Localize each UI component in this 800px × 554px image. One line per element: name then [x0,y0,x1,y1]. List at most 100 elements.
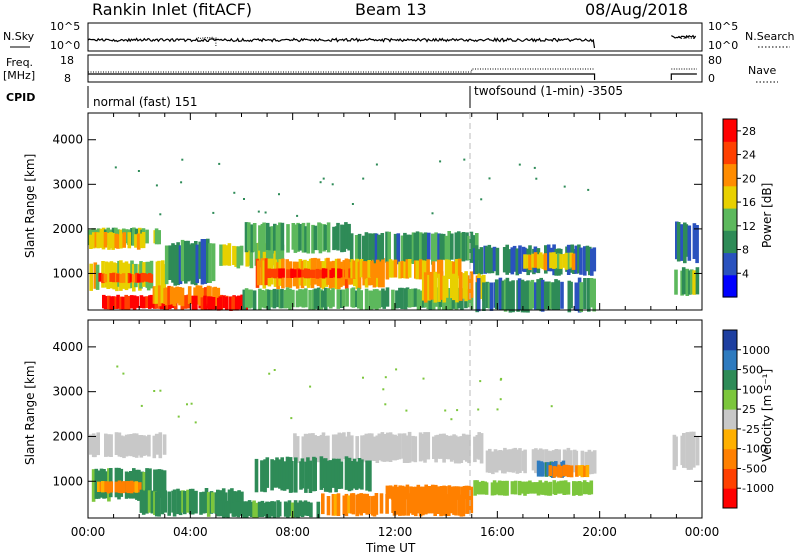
velocity-data-cell [436,494,441,514]
velocity-data-cell [403,486,408,500]
nave-trace [88,68,697,73]
power-data-cell [502,247,507,273]
power-speckle [257,210,260,213]
power-data-cell [530,279,535,309]
power-data-cell [560,281,564,309]
velocity-data-cell [270,459,274,491]
velocity-data-cell [301,436,306,463]
colorbar-segment [723,274,737,298]
power-data-cell [362,261,366,280]
power-data-cell [452,273,456,301]
velocity-speckle [395,368,398,371]
velocity-data-cell [300,458,305,489]
velocity-data-cell [533,482,538,494]
colorbar-segment [723,252,737,276]
power-data-cell [318,269,322,278]
power-data-cell [510,247,515,275]
power-data-cell [98,272,102,282]
velocity-data-cell [331,434,336,459]
power-data-cell [577,244,581,274]
power-data-cell [103,273,108,283]
power-data-cell [355,258,359,279]
power-data-cell [419,232,423,261]
power-data-cell [321,290,325,308]
velocity-data-cell [362,493,366,514]
velocity-data-cell [282,461,287,491]
velocity-data-cell [236,501,241,518]
velocity-data-cell [566,482,571,495]
velocity-data-cell [375,435,380,463]
power-data-cell [245,242,249,267]
velocity-data-cell [453,435,458,464]
velocity-data-cell [163,490,167,513]
power-data-cell [200,297,205,310]
colorbar-segment [723,428,737,450]
power-data-cell [377,234,381,264]
velocity-speckle [444,409,447,412]
velocity-data-cell [142,472,147,502]
power-data-cell [407,289,412,308]
power-data-cell [304,226,308,253]
power-data-cell [452,261,456,279]
power-data-cell [141,232,146,249]
power-speckle [563,185,566,188]
velocity-panel: 1000 2000 3000 4000 00:00 04:00 08:00 12:00 16:… [23,319,774,554]
power-data-cell [195,285,200,305]
power-speckle [431,212,434,215]
velocity-speckle [456,409,459,412]
power-data-cell [349,233,354,262]
power-data-cell [494,279,499,310]
velocity-data-cell [374,493,379,515]
power-data-cell [134,234,138,248]
power-data-cell [459,272,463,301]
velocity-data-cell [523,481,527,496]
velocity-data-cell [278,459,282,489]
power-data-cell [369,290,374,310]
power-data-cell [272,288,277,309]
power-data-cell [585,245,590,272]
power-data-cell [119,233,123,249]
velocity-data-cell [265,501,269,518]
velocity-data-cell [230,488,234,513]
velocity-data-cell [104,481,108,493]
velocity-data-cell [400,485,405,501]
power-data-cell [267,289,271,310]
power-data-cell [455,275,459,303]
velocity-data-cell [249,501,254,517]
x-tick-label: 00:00 [71,525,106,539]
velocity-data-cell [695,435,700,466]
velocity-data-cell [454,496,458,516]
velocity-data-cell [134,481,139,493]
power-data-cell [583,278,587,309]
velocity-data-cell [465,434,469,462]
velocity-data-cell [500,480,505,496]
power-data-cell [685,268,690,296]
power-data-cell [116,273,120,283]
freq-tick-high: 18 [60,54,74,67]
velocity-data-cell [480,480,485,495]
velocity-data-cell [104,433,108,457]
power-data-cell [112,272,116,283]
velocity-data-cell [411,435,415,462]
power-data-cell [265,222,270,250]
power-data-cell [278,244,283,266]
velocity-data-cell [293,433,297,460]
velocity-data-cell [395,435,399,460]
power-data-cell [154,286,159,304]
power-data-cell [407,259,412,278]
power-data-cell [95,264,100,290]
power-data-cell [129,295,134,309]
power-data-cell [329,269,333,278]
power-data-cell [308,290,312,310]
power-data-cell [385,231,389,263]
power-data-cell [103,296,108,310]
power-data-cell [291,289,295,308]
velocity-data-cell [682,433,686,468]
power-speckle [533,166,536,169]
power-data-cell [280,244,285,265]
velocity-data-cell [178,490,183,516]
velocity-speckle [499,398,502,401]
velocity-data-cell [321,432,326,463]
velocity-data-cell [447,435,451,460]
velocity-data-cell [466,493,471,514]
